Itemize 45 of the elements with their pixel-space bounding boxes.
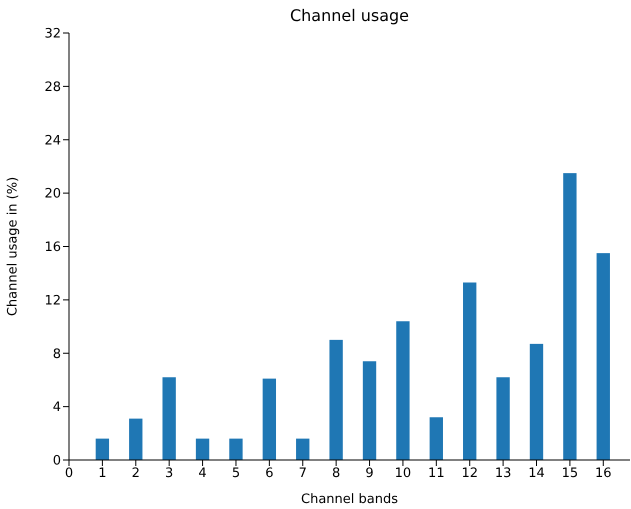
x-tick-label: 5 <box>232 466 240 482</box>
bar <box>362 361 376 460</box>
chart-title: Channel usage <box>288 6 410 25</box>
y-tick-label: 0 <box>52 454 61 469</box>
bar <box>129 418 142 460</box>
y-axis-title: Channel usage in (%) <box>6 176 21 316</box>
y-tick-label: 32 <box>44 26 61 42</box>
x-axis-title: Channel bands <box>301 492 398 507</box>
x-tick-label: 1 <box>98 466 107 482</box>
bar <box>196 438 210 460</box>
x-tick-label: 7 <box>298 466 307 482</box>
x-tick-label: 12 <box>461 466 478 482</box>
x-tick-label: 8 <box>332 466 340 482</box>
bar <box>229 438 243 460</box>
x-tick-label: 0 <box>64 466 74 482</box>
bar <box>463 282 476 460</box>
x-tick-label: 16 <box>595 466 612 482</box>
bar <box>530 344 544 460</box>
x-tick-label: 11 <box>428 466 445 482</box>
x-tick-label: 10 <box>394 466 412 482</box>
bar <box>496 377 510 460</box>
x-tick-label: 4 <box>198 466 207 482</box>
x-tick-label: 14 <box>528 466 545 482</box>
x-tick-label: 15 <box>562 466 578 482</box>
x-tick-label: 3 <box>165 466 174 482</box>
y-tick-label: 20 <box>44 186 61 202</box>
bar <box>262 378 276 460</box>
bar <box>329 340 343 460</box>
bar <box>563 173 577 460</box>
bar <box>162 377 176 460</box>
x-tick-label: 2 <box>132 466 140 482</box>
y-tick-label: 24 <box>44 133 61 148</box>
x-tick-label: 6 <box>265 466 274 482</box>
bar <box>596 253 610 460</box>
y-tick-label: 4 <box>52 400 61 416</box>
bar <box>430 417 443 460</box>
y-tick-label: 16 <box>44 240 61 256</box>
y-tick-label: 12 <box>44 293 61 308</box>
x-tick-label: 13 <box>494 466 512 482</box>
x-tick-label: 9 <box>365 466 374 482</box>
y-tick-label: 28 <box>44 80 61 95</box>
bar <box>396 321 410 460</box>
bar <box>96 438 110 460</box>
y-tick-label: 8 <box>52 346 61 362</box>
bar <box>296 438 310 460</box>
